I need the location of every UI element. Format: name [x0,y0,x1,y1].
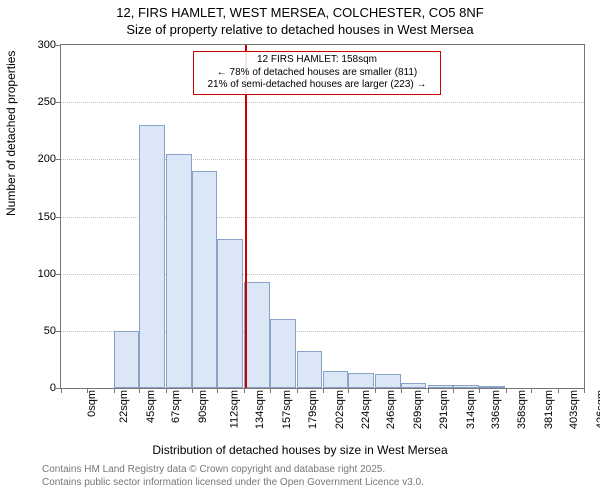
xtick-mark [479,388,480,393]
xtick-label: 112sqm [228,390,240,428]
xtick-mark [166,388,167,393]
histogram-bar [192,171,218,388]
histogram-bar [428,385,454,388]
ytick-mark [56,217,61,218]
chart-title-line2: Size of property relative to detached ho… [0,22,600,37]
xtick-label: 157sqm [281,390,293,429]
histogram-bar [375,374,401,388]
footer-line1: Contains HM Land Registry data © Crown c… [42,464,424,477]
chart-container: 12, FIRS HAMLET, WEST MERSEA, COLCHESTER… [0,0,600,500]
xtick-mark [348,388,349,393]
histogram-bar [401,383,427,388]
histogram-bar [297,351,323,388]
reference-line [245,45,247,388]
plot-area: 0501001502002503000sqm22sqm45sqm67sqm90s… [60,44,585,389]
ytick-label: 250 [26,96,56,108]
ytick-mark [56,159,61,160]
xtick-label: 90sqm [197,390,209,423]
xtick-label: 134sqm [255,390,267,429]
annotation-line: 21% of semi-detached houses are larger (… [198,79,436,92]
xtick-mark [584,388,585,393]
histogram-bar [348,373,374,388]
histogram-bar [323,371,349,388]
xtick-mark [297,388,298,393]
histogram-bar [453,385,479,388]
histogram-bar [479,386,505,388]
chart-title-line1: 12, FIRS HAMLET, WEST MERSEA, COLCHESTER… [0,5,600,20]
xtick-mark [217,388,218,393]
xtick-label: 403sqm [569,390,581,429]
histogram-bar [217,239,243,388]
ytick-label: 0 [26,382,56,394]
xtick-label: 381sqm [543,390,555,429]
x-axis-label: Distribution of detached houses by size … [0,443,600,457]
footer-text: Contains HM Land Registry data © Crown c… [42,464,424,489]
histogram-bar [114,331,140,388]
xtick-mark [139,388,140,393]
histogram-bar [270,319,296,388]
xtick-mark [61,388,62,393]
ytick-mark [56,331,61,332]
xtick-mark [244,388,245,393]
xtick-mark [114,388,115,393]
xtick-mark [558,388,559,393]
xtick-mark [453,388,454,393]
histogram-bar [139,125,165,388]
xtick-label: 202sqm [334,390,346,429]
xtick-label: 179sqm [307,390,319,429]
xtick-label: 426sqm [595,390,600,429]
xtick-label: 22sqm [118,390,130,423]
histogram-bar [166,154,192,388]
ytick-label: 50 [26,325,56,337]
footer-line2: Contains public sector information licen… [42,477,424,490]
xtick-label: 336sqm [490,390,502,429]
xtick-mark [375,388,376,393]
xtick-label: 0sqm [86,390,98,417]
annotation-box: 12 FIRS HAMLET: 158sqm← 78% of detached … [193,51,441,95]
xtick-mark [192,388,193,393]
xtick-label: 246sqm [385,390,397,429]
xtick-label: 314sqm [465,390,477,429]
xtick-label: 358sqm [516,390,528,429]
annotation-line: 12 FIRS HAMLET: 158sqm [198,54,436,67]
annotation-line: ← 78% of detached houses are smaller (81… [198,67,436,80]
xtick-mark [87,388,88,393]
xtick-mark [270,388,271,393]
xtick-label: 45sqm [145,390,157,423]
xtick-mark [428,388,429,393]
xtick-mark [506,388,507,393]
gridline [61,102,584,103]
ytick-label: 200 [26,153,56,165]
xtick-label: 269sqm [412,390,424,429]
ytick-mark [56,274,61,275]
xtick-mark [531,388,532,393]
xtick-mark [401,388,402,393]
histogram-bar [244,282,270,388]
ytick-label: 300 [26,39,56,51]
ytick-label: 100 [26,268,56,280]
y-axis-label: Number of detached properties [4,51,18,216]
xtick-mark [323,388,324,393]
ytick-mark [56,102,61,103]
ytick-label: 150 [26,211,56,223]
xtick-label: 224sqm [360,390,372,429]
ytick-mark [56,45,61,46]
xtick-label: 291sqm [438,390,450,429]
xtick-label: 67sqm [170,390,182,423]
